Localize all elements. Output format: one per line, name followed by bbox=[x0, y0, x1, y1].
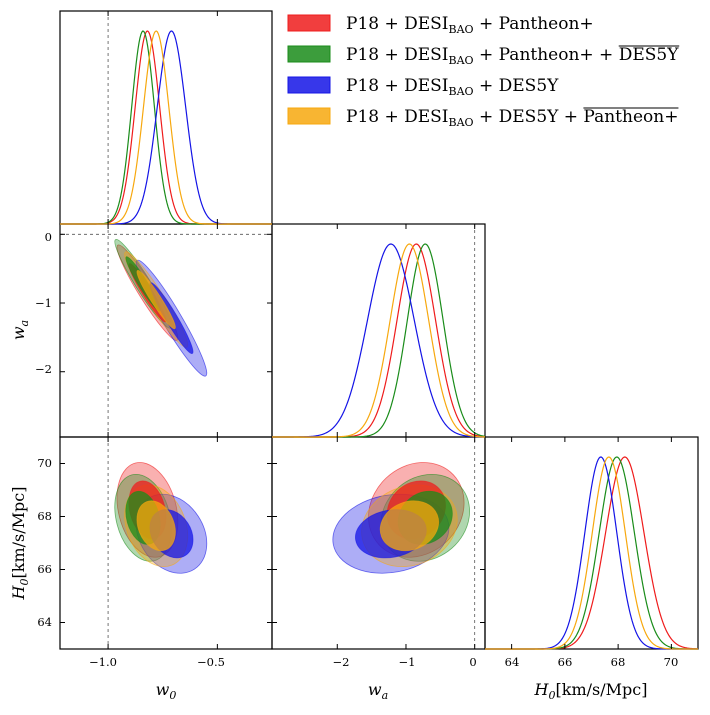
legend-label-s1: P18 + DESIBAO + Pantheon+ bbox=[346, 14, 594, 36]
x-axis-label-h0: H0[km/s/Mpc] bbox=[534, 680, 648, 702]
tick-label-wa: 0 bbox=[469, 655, 476, 669]
tick-label-h0: 70 bbox=[664, 655, 679, 669]
marginal-curve-w0-s1 bbox=[60, 30, 272, 225]
legend-label-s3: P18 + DESIBAO + DES5Y bbox=[346, 76, 559, 98]
marginal-curve-w0-s3 bbox=[60, 30, 272, 225]
legend-overbar-text-s2: DES5Y bbox=[619, 45, 680, 65]
legend-overbar-text-s4: Pantheon+ bbox=[583, 107, 678, 127]
tick-label-h0-y: 70 bbox=[37, 456, 52, 470]
legend-swatch-s1 bbox=[287, 14, 331, 32]
tick-label-wa: −2 bbox=[333, 655, 350, 669]
marginal-curve-w0-s2 bbox=[60, 30, 272, 225]
tick-label-h0-y: 66 bbox=[37, 562, 52, 576]
legend: P18 + DESIBAO + Pantheon+ P18 + DESIBAO … bbox=[287, 14, 680, 129]
legend-label-s2: P18 + DESIBAO + Pantheon+ + DES5Y bbox=[346, 45, 679, 67]
tick-label-wa: −1 bbox=[399, 655, 416, 669]
tick-label-w0: −1.0 bbox=[89, 655, 117, 669]
tick-label-h0-y: 68 bbox=[37, 509, 52, 523]
marginal-curve-H0-s4 bbox=[485, 456, 698, 650]
contour-layer bbox=[114, 239, 470, 574]
contour68-w0-h0-s4 bbox=[136, 500, 176, 552]
contour68-w0-wa-s4 bbox=[136, 270, 176, 330]
legend-swatch-s4 bbox=[287, 107, 331, 125]
tick-label-h0: 64 bbox=[505, 655, 520, 669]
legend-label-s4: P18 + DESIBAO + DES5Y + Pantheon+ bbox=[346, 107, 678, 129]
x-axis-label-w0: w0 bbox=[156, 680, 177, 702]
tick-label-w0: −0.5 bbox=[197, 655, 225, 669]
marginal-curve-wa-s4 bbox=[272, 243, 486, 438]
panel-h0-marginal bbox=[484, 436, 699, 650]
marginal-curve-layer bbox=[60, 30, 699, 650]
tick-layer bbox=[60, 11, 672, 649]
marginal-curve-H0-s3 bbox=[485, 456, 698, 650]
legend-swatch-s2 bbox=[287, 45, 331, 63]
tick-label-wa-y: −2 bbox=[35, 362, 52, 376]
marginal-curve-wa-s1 bbox=[272, 243, 486, 438]
tick-label-h0: 68 bbox=[611, 655, 626, 669]
tick-label-h0-y: 64 bbox=[37, 615, 52, 629]
y-axis-label-h0: H0[km/s/Mpc] bbox=[9, 487, 31, 601]
tick-label-h0: 66 bbox=[558, 655, 573, 669]
tick-label-wa-y: 0 bbox=[45, 230, 52, 244]
contour68-wa-h0-s4 bbox=[379, 500, 439, 552]
x-axis-label-wa: wa bbox=[368, 680, 388, 702]
y-axis-label-wa: wa bbox=[9, 320, 31, 340]
legend-swatch-s3 bbox=[287, 76, 331, 94]
tick-label-wa-y: −1 bbox=[35, 296, 52, 310]
marginal-curve-w0-s4 bbox=[60, 30, 272, 225]
